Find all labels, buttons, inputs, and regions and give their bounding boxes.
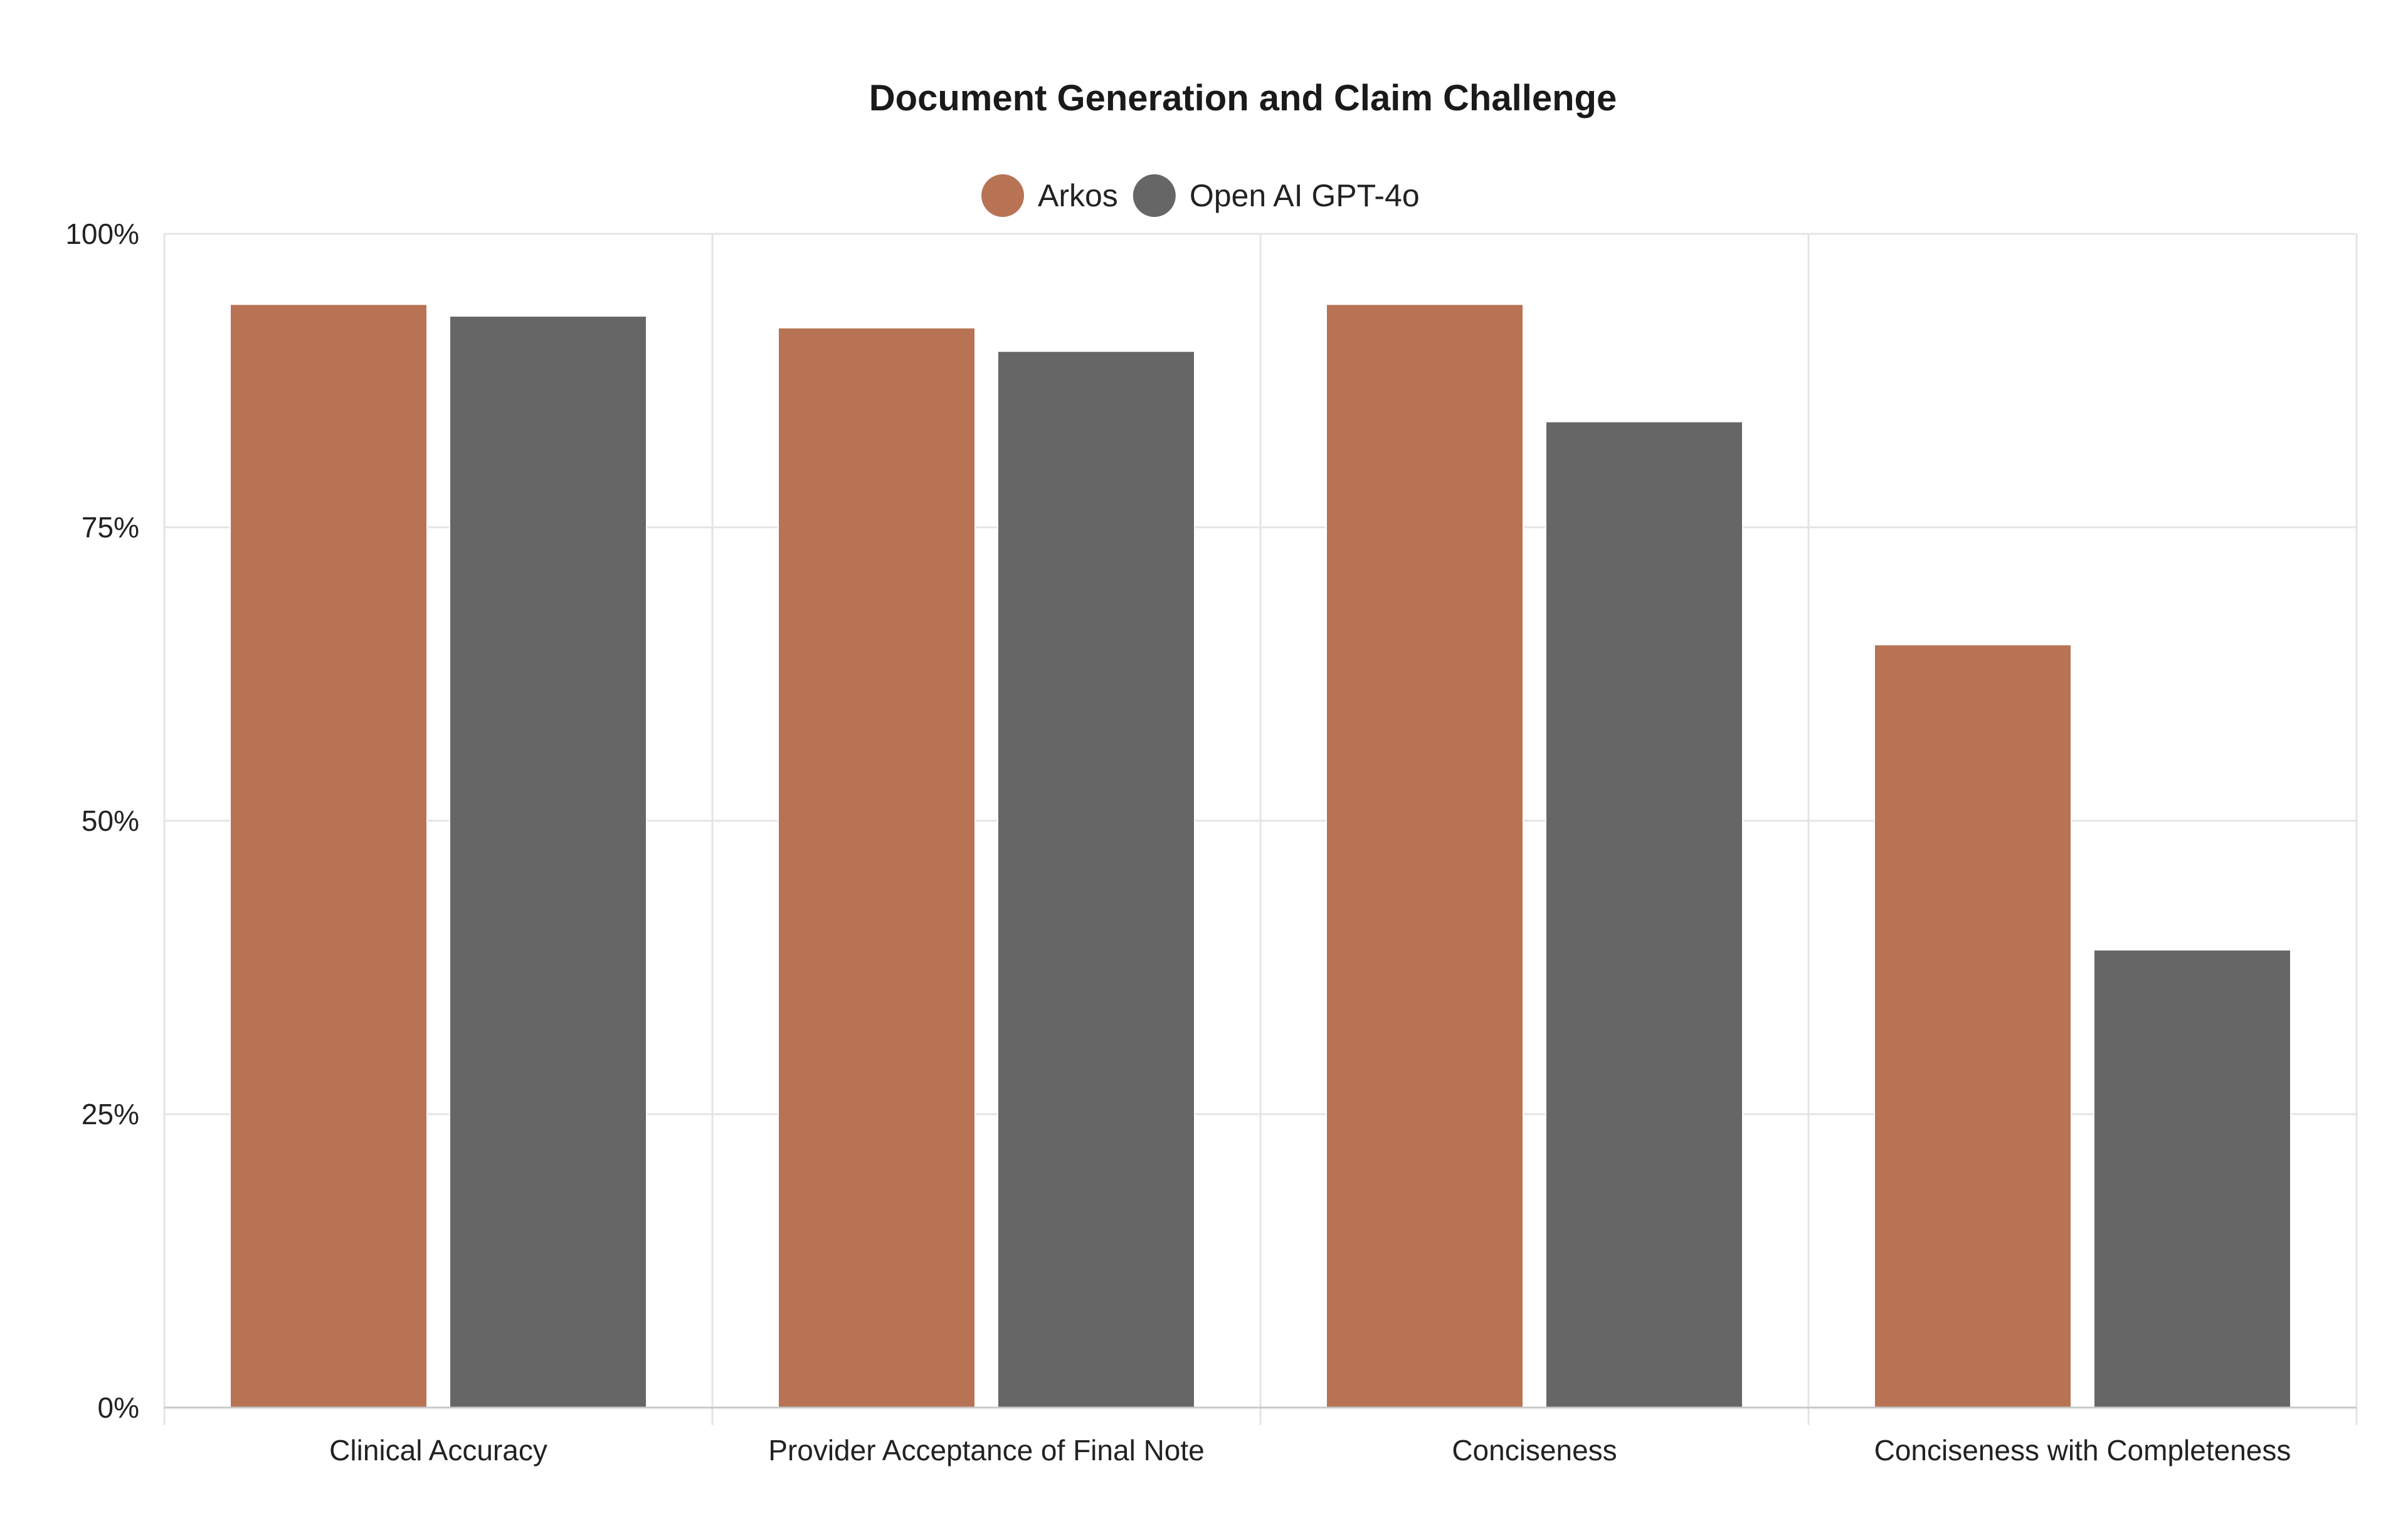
y-tick-label: 25% (82, 1098, 139, 1130)
x-tick-label: Provider Acceptance of Final Note (768, 1434, 1204, 1467)
x-tick-label: Clinical Accuracy (329, 1434, 547, 1467)
x-tick-label: Conciseness with Completeness (1874, 1434, 2291, 1467)
y-tick-label: 75% (82, 511, 139, 544)
y-tick-label: 0% (98, 1391, 139, 1424)
bar-arkos (230, 303, 428, 1409)
bar-gpt4o (449, 315, 647, 1408)
legend-label: Open AI GPT-4o (1190, 178, 1420, 213)
y-tick-label: 100% (65, 218, 139, 250)
y-tick-label: 50% (82, 804, 139, 837)
bars (230, 303, 2291, 1409)
legend-marker (1133, 174, 1176, 217)
legend-marker (981, 174, 1024, 217)
bar-arkos (1874, 644, 2072, 1408)
legend: Arkos Open AI GPT-4o (981, 174, 1420, 217)
legend-label: Arkos (1038, 178, 1118, 213)
bar-arkos (1326, 303, 1524, 1409)
x-axis: Clinical Accuracy Provider Acceptance of … (164, 1406, 2357, 1467)
x-tick-label: Conciseness (1452, 1434, 1617, 1467)
bar-arkos (778, 327, 976, 1408)
bar-gpt4o (2093, 949, 2291, 1409)
bar-gpt4o (1545, 421, 1743, 1408)
bar-gpt4o (997, 350, 1195, 1409)
y-axis: 0% 25% 50% 75% 100% (65, 218, 139, 1424)
chart-title: Document Generation and Claim Challenge (869, 78, 1617, 119)
